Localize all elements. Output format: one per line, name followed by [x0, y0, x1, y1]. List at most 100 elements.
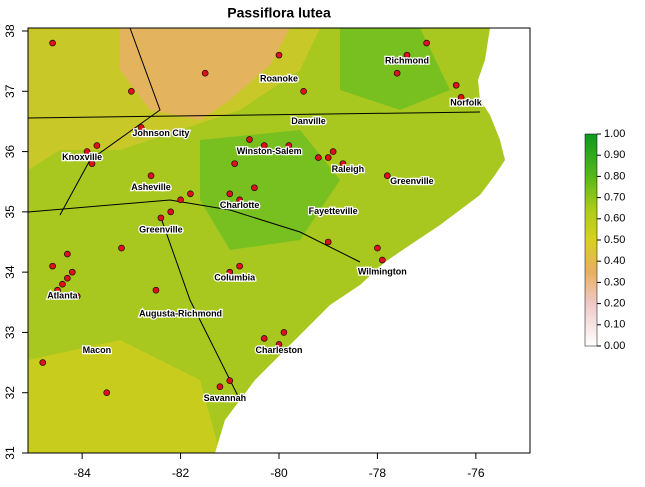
- occurrence-point: [260, 335, 268, 342]
- occurrence-point: [236, 196, 243, 204]
- colorbar: [584, 133, 598, 347]
- city-label: Johnson City: [132, 128, 189, 138]
- city-label: Charlotte: [220, 200, 260, 210]
- occurrence-point: [73, 154, 81, 161]
- city-label: Atlanta: [47, 291, 78, 301]
- occurrence-point: [201, 69, 209, 77]
- occurrence-point: [54, 286, 61, 294]
- occurrence-point: [260, 142, 268, 149]
- occurrence-point: [39, 359, 47, 366]
- occurrence-point: [49, 39, 56, 47]
- y-tick-label: 37: [3, 84, 17, 98]
- x-tick-label: -80: [270, 466, 288, 480]
- city-label: Asheville: [131, 182, 171, 192]
- colorbar-tick-label: 0.30: [604, 276, 625, 288]
- occurrence-point: [393, 69, 401, 77]
- occurrence-point: [300, 87, 307, 95]
- y-tick-label: 33: [3, 325, 17, 339]
- occurrence-point: [59, 280, 66, 288]
- city-label: Greenville: [139, 224, 183, 234]
- city-label: Winston-Salem: [237, 146, 302, 156]
- occurrence-point: [147, 172, 155, 179]
- x-tick-label: -82: [172, 466, 190, 480]
- occurrence-point: [226, 377, 234, 384]
- occurrence-point: [403, 51, 411, 59]
- y-tick-label: 36: [3, 145, 17, 159]
- raster: [28, 28, 530, 453]
- occurrence-point: [187, 190, 194, 198]
- occurrence-point: [64, 250, 71, 258]
- occurrence-point: [413, 57, 421, 65]
- city-label: Raleigh: [332, 164, 365, 174]
- colorbar-tick-label: 0.80: [604, 170, 625, 182]
- map-title: Passiflora lutea: [227, 5, 331, 21]
- occurrence-point: [251, 184, 258, 192]
- x-tick-label: -84: [73, 466, 91, 480]
- colorbar-tick-label: 0.70: [604, 192, 625, 204]
- y-tick-label: 38: [3, 24, 17, 38]
- occurrence-point: [64, 274, 71, 282]
- occurrence-point: [68, 268, 76, 276]
- city-label: Richmond: [385, 56, 429, 66]
- occurrence-point: [73, 292, 81, 300]
- occurrence-point: [157, 214, 165, 222]
- points: [39, 39, 465, 397]
- occurrence-point: [152, 286, 160, 294]
- occurrence-point: [324, 238, 332, 246]
- occurrence-point: [93, 142, 101, 149]
- occurrence-point: [315, 154, 322, 161]
- occurrence-point: [231, 160, 239, 167]
- occurrence-point: [280, 329, 288, 336]
- occurrence-point: [128, 87, 135, 95]
- occurrence-point: [457, 94, 465, 101]
- y-tick-label: 35: [3, 205, 17, 219]
- city-label: Savannah: [204, 393, 247, 403]
- colorbar-tick-label: 0.40: [604, 255, 625, 267]
- occurrence-point: [103, 389, 111, 397]
- city-label: Norfolk: [450, 98, 482, 108]
- occurrence-point: [118, 244, 125, 252]
- colorbar-tick-label: 1.00: [604, 128, 625, 140]
- occurrence-point: [379, 256, 386, 264]
- occurrence-point: [167, 208, 175, 216]
- colorbar-tick-label: 0.10: [604, 319, 625, 331]
- occurrence-point: [452, 81, 460, 89]
- y-tick-label: 31: [3, 446, 17, 460]
- city-label: Augusta-Richmond: [139, 309, 222, 319]
- occurrence-point: [329, 148, 337, 155]
- occurrence-point: [216, 383, 224, 390]
- y-tick-label: 32: [3, 386, 17, 400]
- city-label: Fayetteville: [309, 206, 358, 216]
- occurrence-point: [246, 136, 253, 143]
- y-tick-label: 34: [3, 265, 17, 279]
- city-label: Greenville: [390, 176, 434, 186]
- occurrence-point: [339, 160, 347, 167]
- occurrence-point: [49, 262, 56, 270]
- occurrence-point: [374, 244, 381, 252]
- city-label: Macon: [83, 345, 112, 355]
- colorbar-tick-label: 0.00: [604, 340, 625, 352]
- occurrence-point: [226, 268, 234, 276]
- colorbar-tick-label: 0.20: [604, 298, 625, 310]
- city-label: Knoxville: [62, 152, 102, 162]
- occurrence-point: [275, 341, 283, 348]
- city-label: Roanoke: [260, 74, 298, 84]
- occurrence-point: [285, 142, 293, 149]
- occurrence-point: [423, 39, 430, 47]
- occurrence-point: [137, 124, 145, 131]
- occurrence-point: [83, 148, 91, 155]
- occurrence-point: [275, 51, 283, 59]
- colorbar-tick-label: 0.60: [604, 213, 625, 225]
- x-tick-label: -78: [369, 466, 387, 480]
- occurrence-point: [88, 160, 96, 167]
- occurrence-point: [383, 172, 391, 179]
- colorbar-tick-label: 0.50: [604, 234, 625, 246]
- city-label: Charleston: [255, 345, 302, 355]
- x-tick-label: -76: [467, 466, 485, 480]
- occurrence-point: [177, 196, 184, 204]
- colorbar-tick-label: 0.90: [604, 149, 625, 161]
- city-label: Wilmington: [358, 267, 407, 277]
- city-label: Columbia: [214, 273, 256, 283]
